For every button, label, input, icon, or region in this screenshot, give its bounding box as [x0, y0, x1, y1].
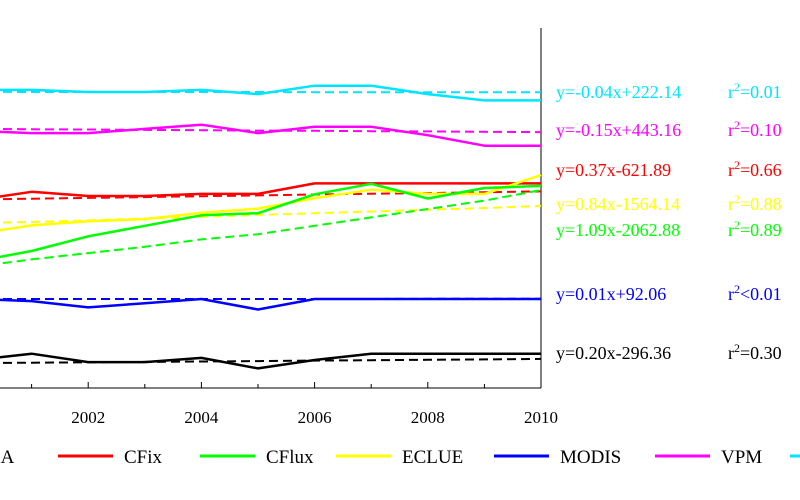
equation-label-3: y=0.84x-1564.14 [556, 194, 680, 214]
equation-label-6: y=0.20x-296.36 [556, 343, 671, 363]
r2-label-3: r2=0.88 [728, 192, 782, 214]
series-line-5 [0, 297, 541, 311]
x-tick-label-2010: 2010 [524, 408, 558, 427]
equation-label-2: y=0.37x-621.89 [556, 160, 671, 180]
r2-label-5: r2<0.01 [728, 282, 782, 304]
equation-label-0: y=-0.04x+222.14 [556, 82, 681, 102]
r2-label-0: r2=0.01 [728, 80, 782, 102]
legend-label-0: SA [0, 447, 15, 468]
trend-line-3 [0, 204, 542, 224]
r2-label-1: r2=0.10 [728, 118, 782, 140]
equation-label-4: y=1.09x-2062.88 [556, 220, 680, 240]
r2-label-6: r2=0.30 [728, 341, 782, 363]
series-line-0 [0, 84, 541, 102]
equation-label-1: y=-0.15x+443.16 [556, 120, 681, 140]
series-line-1 [0, 123, 541, 147]
equation-label-5: y=0.01x+92.06 [556, 284, 666, 304]
trend-line-2 [0, 190, 542, 201]
legend-label-4: MODIS [560, 447, 621, 468]
x-tick-label-2006: 2006 [298, 408, 332, 427]
trend-line-4 [0, 189, 542, 265]
x-tick-label-2008: 2008 [411, 408, 445, 427]
r2-label-4: r2=0.89 [728, 218, 782, 240]
x-tick-label-2002: 2002 [71, 408, 105, 427]
series-line-2 [0, 182, 541, 198]
legend-label-1: CFix [124, 447, 163, 468]
legend-label-2: CFlux [266, 447, 314, 468]
series-line-6 [0, 352, 541, 370]
trend-line-6 [0, 357, 542, 364]
series-line-4 [0, 182, 542, 259]
x-tick-label-2004: 2004 [184, 408, 219, 427]
trend-line-1 [0, 127, 542, 134]
legend-label-3: ECLUE [402, 447, 463, 468]
legend-label-5: VPM [721, 447, 762, 468]
r2-label-2: r2=0.66 [728, 158, 782, 180]
